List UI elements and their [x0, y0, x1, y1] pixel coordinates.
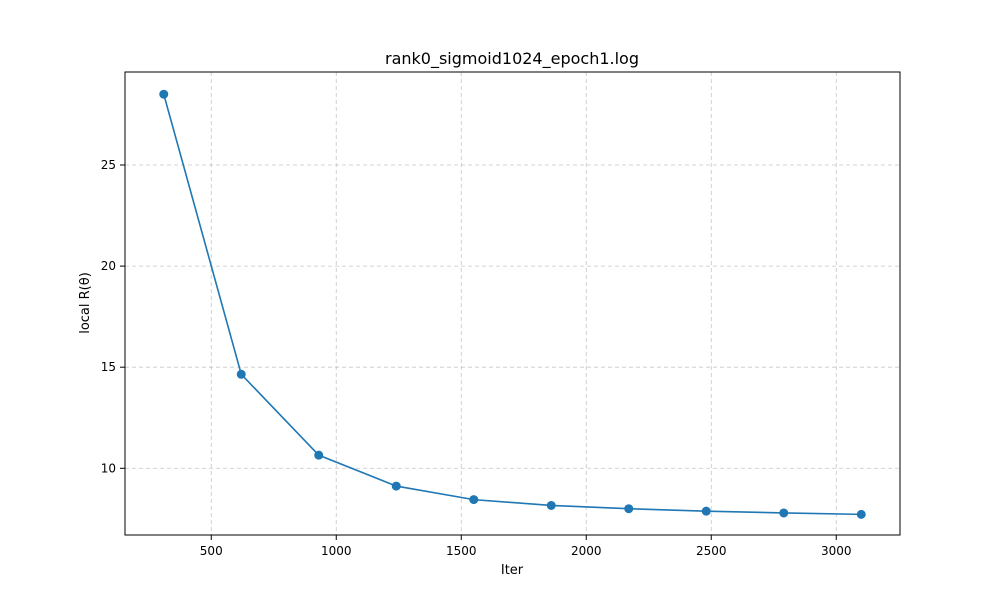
chart-title: rank0_sigmoid1024_epoch1.log	[385, 49, 639, 69]
data-points	[159, 89, 866, 519]
series-line-layer	[162, 94, 862, 516]
data-point	[701, 506, 711, 516]
plot-frame	[124, 71, 901, 536]
data-point	[779, 508, 789, 518]
x-axis-ticks: 500 1000 1500 2000 2500 3000	[200, 535, 852, 558]
data-point	[624, 504, 634, 514]
y-tick-label: 15	[101, 360, 116, 374]
x-tick-label: 1000	[321, 544, 352, 558]
data-point	[391, 481, 401, 491]
data-point	[856, 509, 866, 519]
y-tick-label: 20	[101, 259, 116, 273]
series-line	[162, 94, 862, 516]
x-tick-label: 2500	[696, 544, 727, 558]
grid-lines	[125, 72, 900, 535]
data-point	[159, 89, 169, 99]
y-axis-ticks: 10 15 20 25	[101, 158, 125, 475]
data-point	[236, 369, 246, 379]
x-axis-label: Iter	[501, 563, 524, 578]
data-point	[469, 495, 479, 505]
x-tick-label: 500	[200, 544, 223, 558]
y-tick-label: 10	[101, 461, 116, 475]
data-point	[314, 450, 324, 460]
data-point	[546, 500, 556, 510]
x-tick-label: 1500	[446, 544, 477, 558]
x-tick-label: 2000	[571, 544, 602, 558]
y-tick-label: 25	[101, 158, 116, 172]
y-axis-label: local R(θ)	[78, 272, 93, 334]
x-tick-label: 3000	[821, 544, 852, 558]
